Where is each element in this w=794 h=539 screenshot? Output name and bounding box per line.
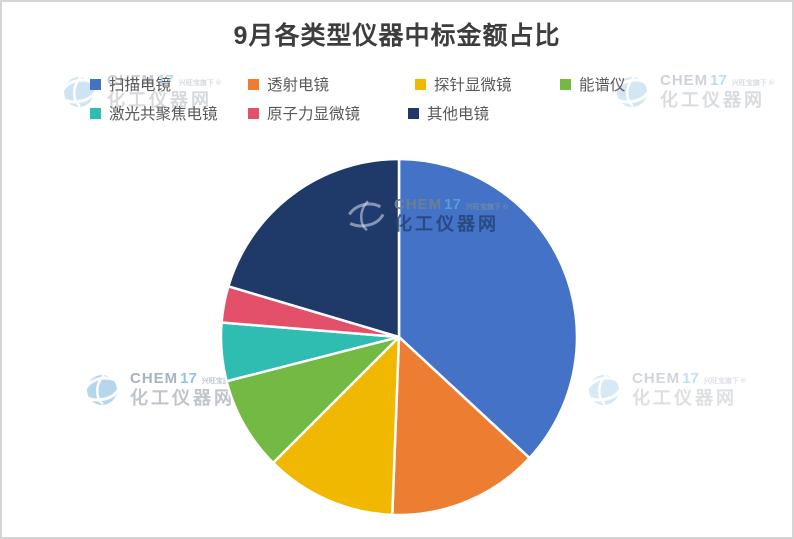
- watermark-brand-17: 17: [682, 369, 699, 387]
- pie-slice-1[interactable]: [397, 157, 579, 460]
- pie-chart: [219, 157, 579, 517]
- legend-label: 扫描电镜: [109, 77, 172, 94]
- legend-label: 激光共聚焦电镜: [109, 106, 218, 123]
- legend-item-laser-confocal[interactable]: 激光共聚焦电镜: [90, 103, 218, 123]
- chem17-globe-icon: [586, 374, 623, 406]
- legend-swatch: [90, 78, 101, 90]
- legend-label: 其他电镜: [427, 106, 490, 123]
- watermark-brand-chem: CHEM: [632, 369, 681, 387]
- legend-swatch: [248, 107, 259, 119]
- legend-label: 原子力显微镜: [267, 106, 361, 123]
- chart-title: 9月各类型仪器中标金额占比: [233, 22, 561, 50]
- legend-item-probe-microscope[interactable]: 探针显微镜: [415, 74, 512, 94]
- legend-label: 探针显微镜: [434, 77, 512, 94]
- legend-label: 透射电镜: [267, 77, 330, 94]
- legend-item-scanning-em[interactable]: 扫描电镜: [90, 74, 171, 94]
- legend-swatch: [248, 78, 259, 90]
- legend: 扫描电镜 透射电镜 探针显微镜 能谱仪 激光共聚焦电镜 原子力显微镜 其他电镜: [2, 2, 792, 132]
- legend-item-energy-spectrometer[interactable]: 能谱仪: [560, 74, 626, 94]
- chem17-globe-icon: [84, 374, 121, 406]
- pie-slice-2[interactable]: [391, 335, 531, 517]
- legend-swatch: [408, 107, 419, 119]
- pie-slice-4[interactable]: [225, 335, 401, 465]
- watermark-brand-17: 17: [180, 369, 197, 387]
- legend-item-afm[interactable]: 原子力显微镜: [248, 103, 360, 123]
- registered-mark: ®: [740, 377, 747, 385]
- legend-item-transmission-em[interactable]: 透射电镜: [248, 74, 329, 94]
- watermark-brand-chem: CHEM: [130, 369, 179, 387]
- legend-swatch: [90, 107, 101, 119]
- watermark-tagline: 兴旺宝旗下: [703, 377, 739, 385]
- legend-item-other-em[interactable]: 其他电镜: [408, 103, 489, 123]
- legend-swatch: [560, 78, 571, 90]
- legend-label: 能谱仪: [579, 77, 626, 94]
- watermark-mid-right: CHEM 17 兴旺宝旗下 ® 化工仪器网: [582, 370, 746, 410]
- legend-swatch: [415, 78, 426, 90]
- pie-slice-3[interactable]: [271, 335, 401, 517]
- watermark-site-name: 化工仪器网: [632, 388, 737, 409]
